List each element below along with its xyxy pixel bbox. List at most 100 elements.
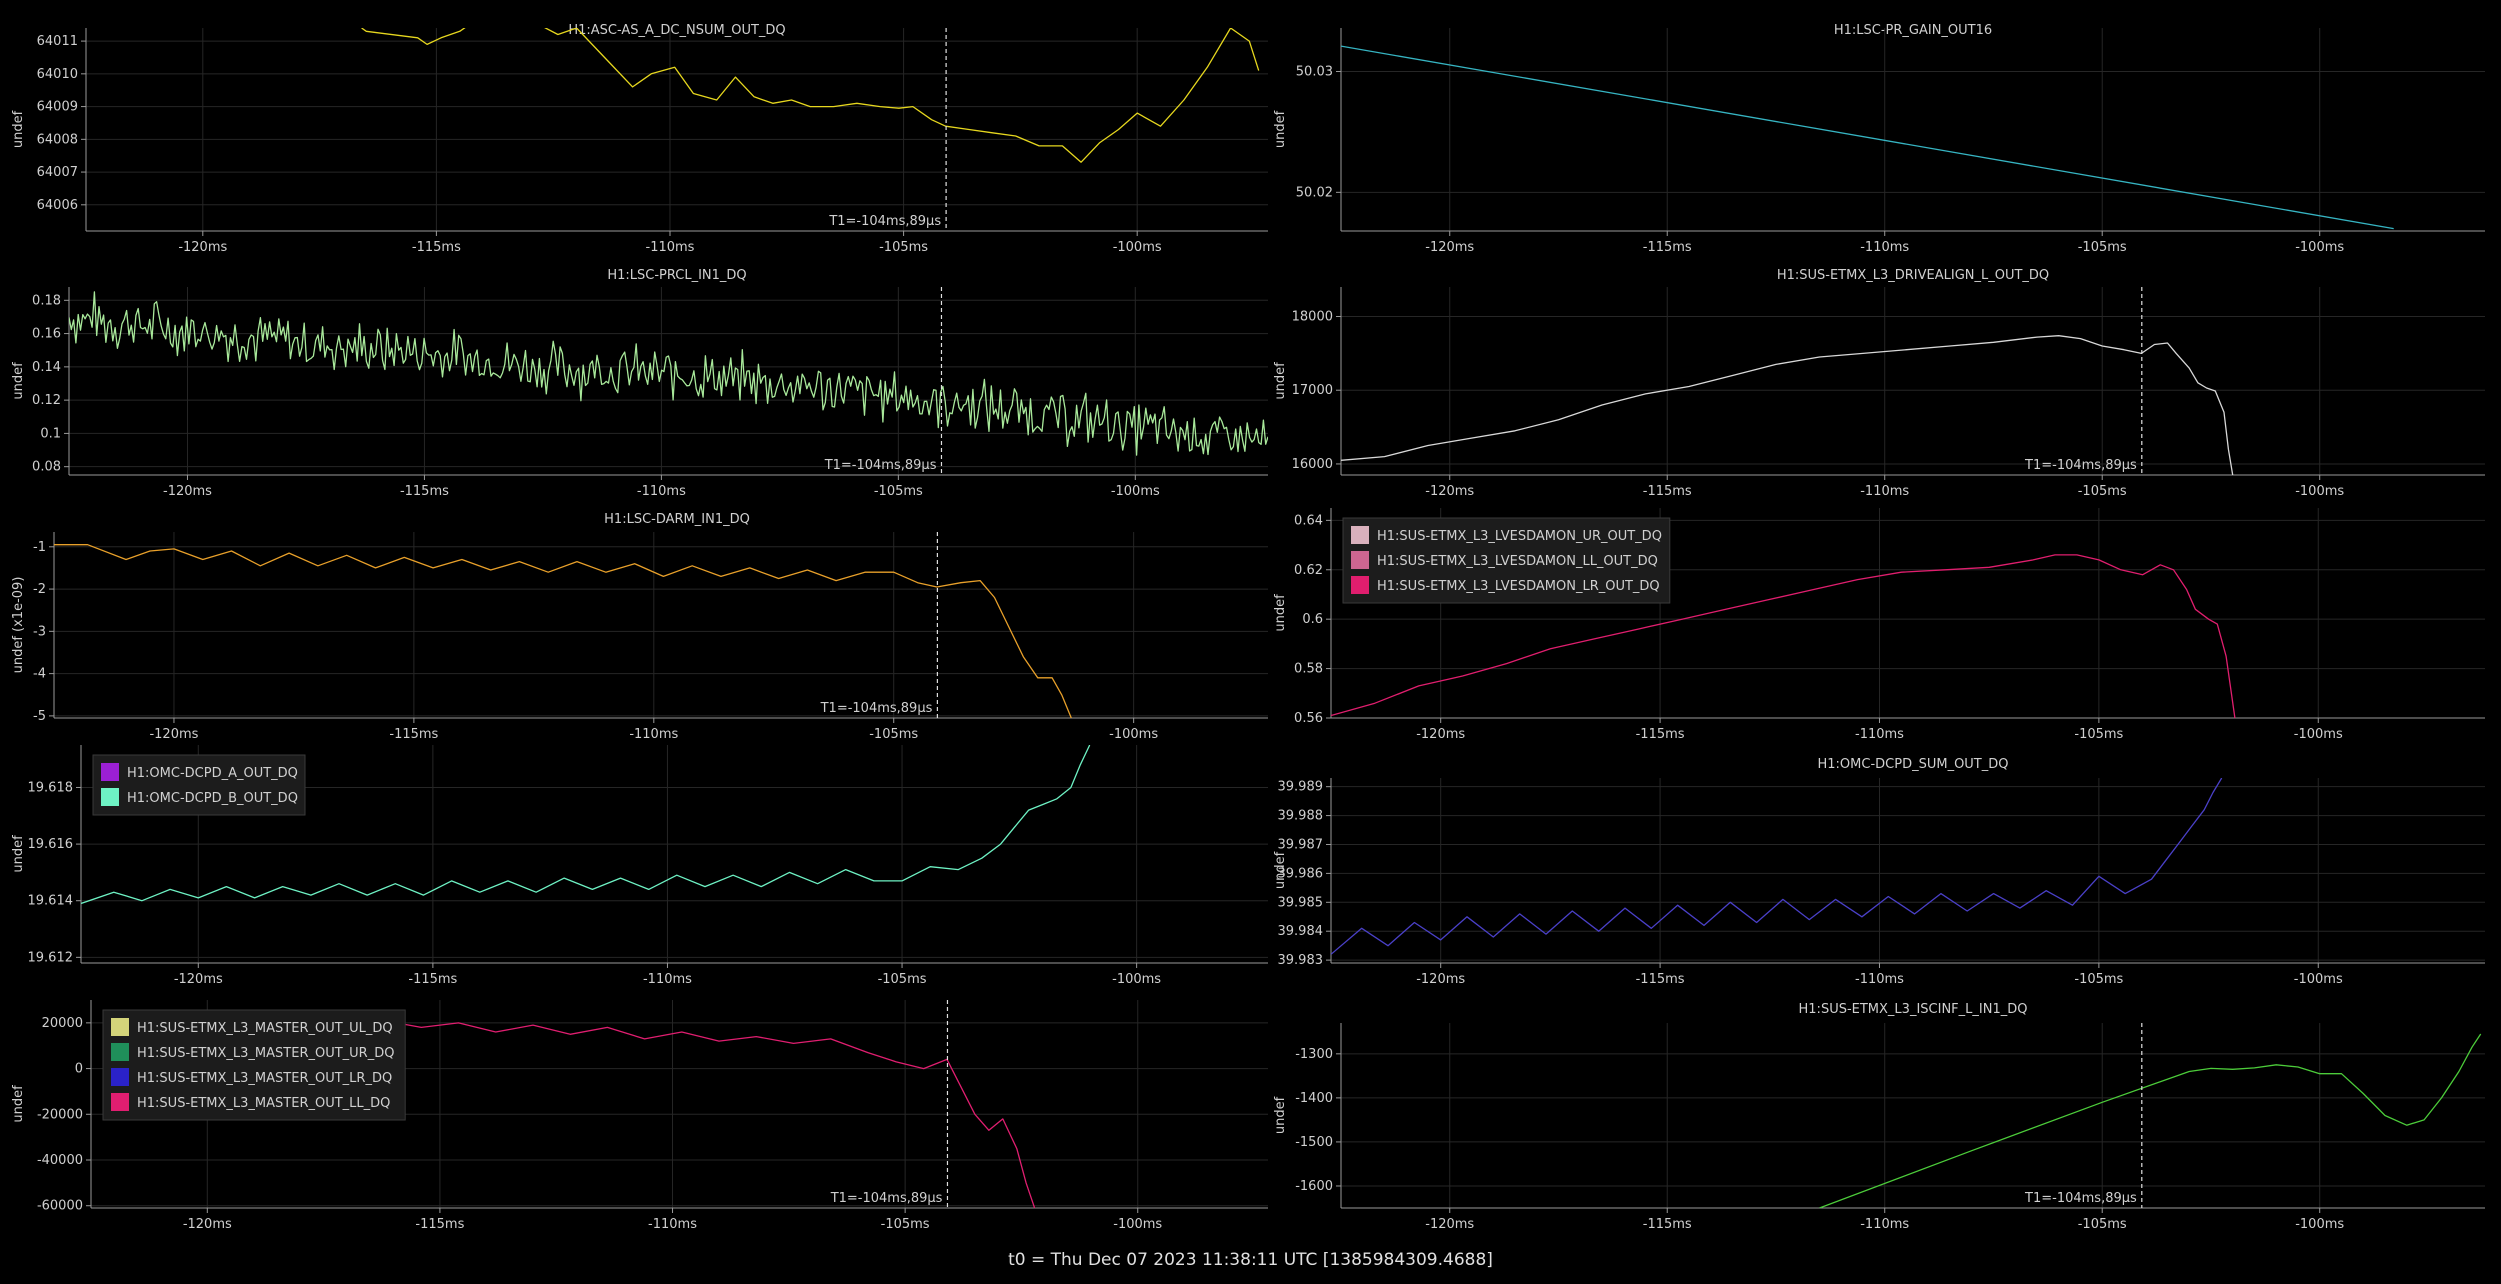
y-tick-label: -40000	[37, 1153, 83, 1168]
x-tick-label: -100ms	[2295, 240, 2344, 255]
series-line	[361, 28, 1260, 163]
y-tick-label: 64010	[37, 67, 78, 82]
y-tick-label: -3	[33, 624, 46, 639]
legend-swatch	[1351, 576, 1369, 594]
y-tick-label: 64009	[37, 100, 78, 115]
legend-swatch	[101, 788, 119, 806]
x-tick-label: -120ms	[1425, 240, 1474, 255]
x-tick-label: -105ms	[2078, 1217, 2127, 1232]
x-tick-label: -105ms	[2074, 727, 2123, 742]
chart-panel: H1:SUS-ETMX_L3_DRIVEALIGN_L_OUT_DQ -120ms…	[1273, 268, 2485, 499]
x-tick-label: -120ms	[1416, 972, 1465, 987]
cursor-label: T1=-104ms,89µs	[820, 701, 933, 716]
legend-label: H1:SUS-ETMX_L3_MASTER_OUT_LR_DQ	[137, 1071, 392, 1086]
legend-box	[102, 1009, 406, 1121]
x-tick-label: -115ms	[1643, 484, 1692, 499]
chart-title: H1:LSC-PRCL_IN1_DQ	[607, 268, 746, 283]
x-tick-label: -115ms	[400, 484, 449, 499]
chart-panel: H1:OMC-DCPD_SUM_OUT_DQ -120ms -115ms -110ms…	[1273, 757, 2485, 987]
chart-panel: H1:ASC-AS_A_DC_NSUM_OUT_DQ -120ms -115ms -1…	[11, 23, 1268, 255]
x-tick-label: -120ms	[149, 727, 198, 742]
y-tick-label: -60000	[37, 1199, 83, 1214]
y-axis-label: undef	[1273, 1096, 1288, 1134]
x-tick-label: -100ms	[1111, 484, 1160, 499]
cursor-label: T1=-104ms,89µs	[2024, 458, 2137, 473]
y-tick-label: 50.02	[1296, 185, 1333, 200]
y-tick-label: -2	[33, 582, 46, 597]
legend-label: H1:SUS-ETMX_L3_LVESDAMON_LR_OUT_DQ	[1377, 579, 1660, 594]
chart-panel: -120ms -115ms -110ms -105ms -100ms 19.612 19.6…	[11, 745, 1268, 987]
legend: H1:OMC-DCPD_A_OUT_DQ H1:OMC-DCPD_B_OUT_DQ	[92, 754, 306, 816]
y-tick-label: 18000	[1292, 309, 1333, 324]
y-axis-label: undef (x1e-09)	[11, 577, 26, 674]
chart-title: H1:SUS-ETMX_L3_ISCINF_L_IN1_DQ	[1799, 1002, 2028, 1017]
y-axis-label: undef	[1273, 110, 1288, 148]
y-tick-label: 0.16	[32, 327, 61, 342]
y-tick-label: 19.612	[28, 950, 74, 965]
x-tick-label: -115ms	[1636, 972, 1685, 987]
legend-swatch	[1351, 526, 1369, 544]
y-tick-label: 0.64	[1294, 513, 1323, 528]
y-tick-label: 0.12	[32, 393, 61, 408]
y-tick-label: -5	[33, 709, 46, 724]
legend: H1:SUS-ETMX_L3_LVESDAMON_UR_OUT_DQ H1:SUS…	[1342, 517, 1671, 604]
y-tick-label: 39.986	[1278, 866, 1324, 881]
y-tick-label: 64006	[37, 198, 78, 213]
chart-title: H1:SUS-ETMX_L3_DRIVEALIGN_L_OUT_DQ	[1777, 268, 2049, 283]
y-tick-label: 20000	[42, 1016, 83, 1031]
y-tick-label: 50.03	[1296, 65, 1333, 80]
series-line	[1331, 778, 2223, 955]
chart-title: H1:LSC-DARM_IN1_DQ	[604, 512, 750, 527]
y-tick-label: 0.58	[1294, 662, 1323, 677]
legend-box	[92, 754, 306, 816]
x-tick-label: -120ms	[1416, 727, 1465, 742]
footer-time-reference: t0 = Thu Dec 07 2023 11:38:11 UTC [13859…	[1008, 1250, 1493, 1270]
chart-title: H1:LSC-PR_GAIN_OUT16	[1834, 23, 1992, 38]
x-tick-label: -105ms	[879, 240, 928, 255]
x-tick-label: -105ms	[869, 727, 918, 742]
y-tick-label: -4	[33, 667, 46, 682]
x-tick-label: -110ms	[1860, 484, 1909, 499]
y-tick-label: 39.984	[1278, 924, 1324, 939]
x-tick-label: -110ms	[637, 484, 686, 499]
x-tick-label: -110ms	[1855, 972, 1904, 987]
x-tick-label: -105ms	[881, 1217, 930, 1232]
y-tick-label: 39.988	[1278, 809, 1324, 824]
x-tick-label: -115ms	[389, 727, 438, 742]
y-tick-label: 0.08	[32, 460, 61, 475]
x-tick-label: -110ms	[1855, 727, 1904, 742]
x-tick-label: -100ms	[2295, 484, 2344, 499]
x-tick-label: -120ms	[1425, 484, 1474, 499]
y-tick-label: 39.983	[1278, 953, 1324, 968]
y-axis-label: undef	[11, 835, 26, 873]
series-line	[1341, 45, 2394, 230]
x-tick-label: -100ms	[1113, 1217, 1162, 1232]
series-line	[81, 745, 1091, 905]
x-tick-label: -100ms	[2295, 1217, 2344, 1232]
x-tick-label: -115ms	[408, 972, 457, 987]
legend-swatch	[111, 1068, 129, 1086]
y-axis-label: undef	[11, 362, 26, 400]
y-tick-label: -1300	[1295, 1047, 1333, 1062]
x-tick-label: -105ms	[874, 484, 923, 499]
y-axis-label: undef	[11, 1085, 26, 1123]
chart-title: H1:OMC-DCPD_SUM_OUT_DQ	[1818, 757, 2009, 772]
x-tick-label: -100ms	[2294, 727, 2343, 742]
x-tick-label: -120ms	[183, 1217, 232, 1232]
y-tick-label: 0	[75, 1062, 83, 1077]
y-tick-label: 64007	[37, 165, 78, 180]
legend-label: H1:SUS-ETMX_L3_LVESDAMON_UR_OUT_DQ	[1377, 529, 1662, 544]
x-tick-label: -115ms	[412, 240, 461, 255]
chart-panel: H1:LSC-PR_GAIN_OUT16 -120ms -115ms -110ms -1…	[1273, 23, 2485, 255]
y-tick-label: -1400	[1295, 1091, 1333, 1106]
series-line	[1331, 554, 2236, 718]
x-tick-label: -100ms	[2294, 972, 2343, 987]
series-line	[1341, 335, 2234, 475]
x-tick-label: -110ms	[648, 1217, 697, 1232]
series-line	[1819, 1033, 2482, 1208]
cursor-label: T1=-104ms,89µs	[830, 1191, 943, 1206]
legend-box	[1342, 517, 1671, 604]
y-tick-label: 0.18	[32, 293, 61, 308]
y-tick-label: 16000	[1292, 457, 1333, 472]
y-tick-label: 19.618	[28, 780, 74, 795]
